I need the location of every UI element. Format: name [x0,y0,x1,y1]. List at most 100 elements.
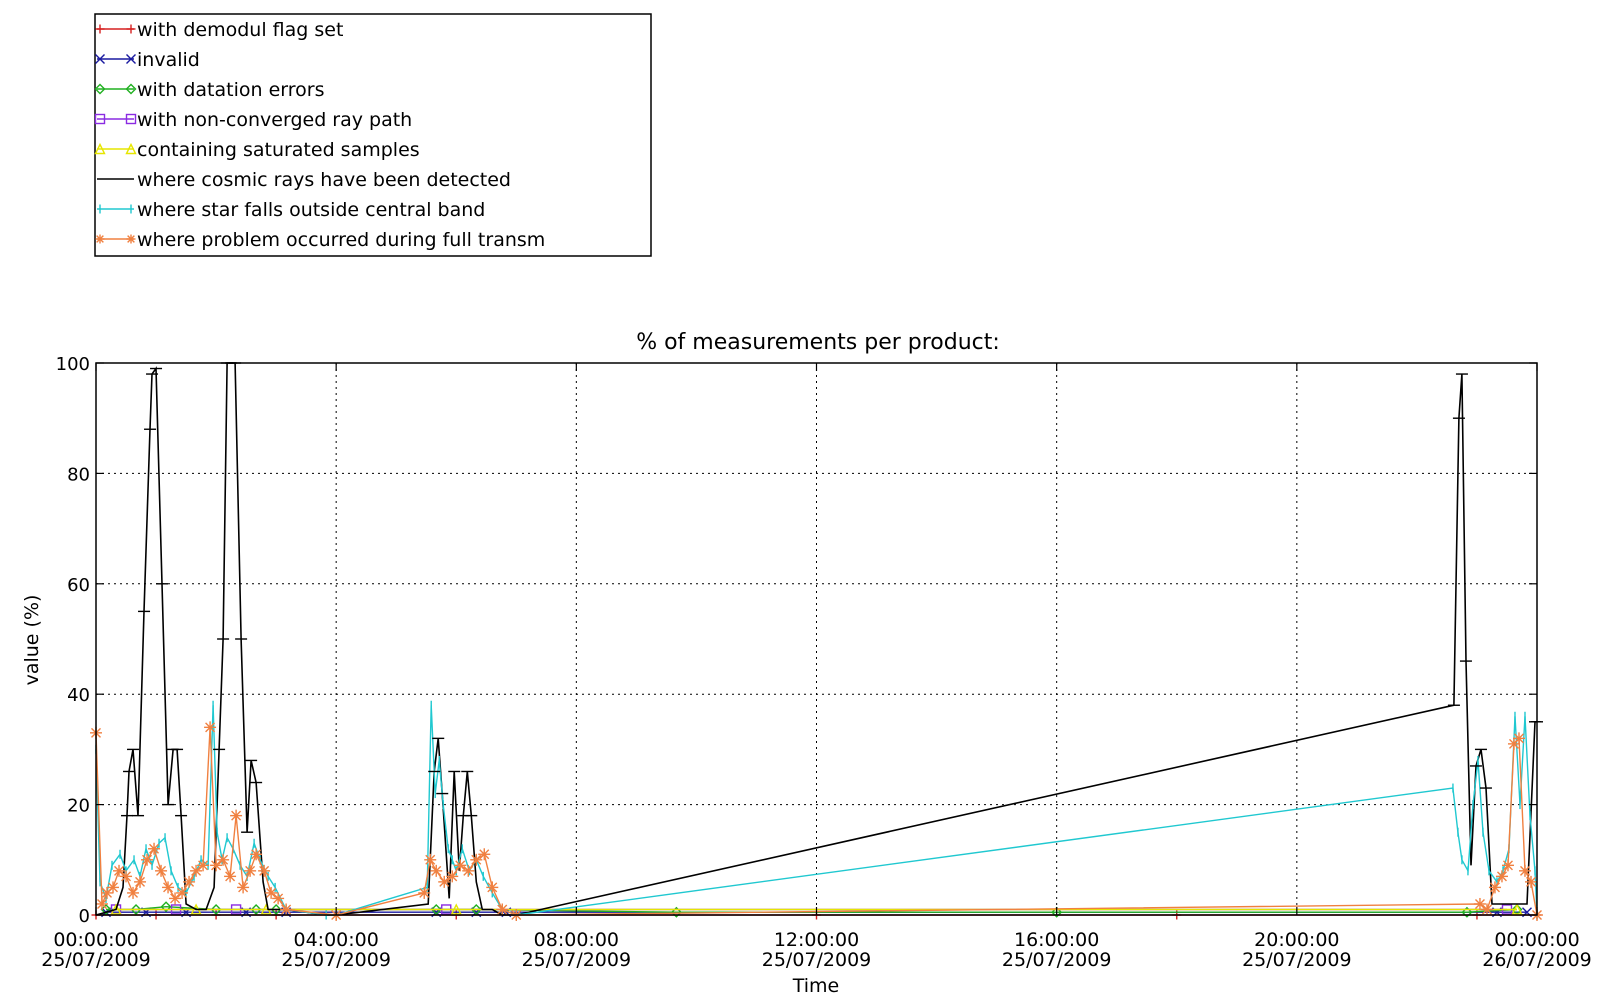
data-point [1461,906,1473,918]
data-point [265,886,278,899]
marker-stroke [487,882,498,893]
marker-shape [250,903,262,915]
marker-stroke [1481,904,1492,915]
data-point [1051,906,1063,918]
marker-shape [94,113,106,125]
data-point [1495,870,1508,883]
x-tick-label-time: 20:00:00 [1254,929,1339,951]
legend-item: where cosmic rays have been detected [97,169,511,191]
marker-stroke [259,865,270,876]
data-point [217,853,230,866]
marker-stroke [273,893,284,904]
marker-stroke [225,871,236,882]
marker-stroke [191,865,202,876]
marker-shape [94,142,106,155]
marker-stroke [177,887,188,898]
data-point [470,853,483,866]
marker-shape [1511,903,1523,915]
data-point [148,842,161,855]
marker-stroke [455,860,466,871]
data-point [470,903,482,915]
legend-label: containing saturated samples [137,139,420,161]
data-point [155,864,168,877]
data-point [280,903,293,916]
series-6 [95,362,1537,916]
data-point [424,853,437,866]
legend-item: with demodul flag set [95,19,343,41]
marker-stroke [96,235,104,243]
data-point [1524,875,1537,888]
x-tick-label-date: 25/07/2009 [281,949,391,971]
marker-stroke [205,722,216,733]
legend-label: with datation errors [137,79,324,101]
marker-stroke [170,893,181,904]
y-tick-label: 80 [67,464,90,485]
data-point [418,886,431,899]
data-point [210,859,223,872]
marker-shape [430,903,442,915]
marker-stroke [1519,865,1530,876]
marker-shape [1461,906,1473,918]
data-point [183,875,196,888]
marker-stroke [163,882,174,893]
data-point [113,864,126,877]
data-point [1501,859,1514,872]
data-point [120,870,133,883]
data-point [190,864,203,877]
marker-shape [450,903,462,915]
data-point [462,864,475,877]
marker-stroke [142,854,153,865]
marker-shape [470,903,482,915]
marker-stroke [1513,733,1524,744]
marker-stroke [95,54,105,64]
x-tick-label-time: 16:00:00 [1014,929,1099,951]
data-point [176,886,189,899]
data-point [126,24,136,34]
marker-stroke [479,849,490,860]
marker-stroke [97,898,107,909]
data-point [130,903,142,915]
marker-stroke [471,854,482,865]
data-point [430,864,443,877]
data-point [134,875,147,888]
marker-stroke [127,235,135,243]
marker-stroke [497,904,508,915]
marker-shape [1051,906,1063,918]
legend-label: where star falls outside central band [137,199,485,221]
data-point [126,234,136,244]
marker-shape [125,142,137,155]
legend-item: containing saturated samples [94,139,420,161]
marker-stroke [463,865,474,876]
data-point [486,881,499,894]
data-point [454,859,467,872]
data-point [272,892,285,905]
y-tick-label: 100 [56,354,90,375]
marker-shape [670,906,682,918]
marker-shape [270,903,282,915]
data-point [126,54,136,64]
marker-stroke [128,887,139,898]
marker-stroke [245,865,256,876]
data-point [125,142,137,155]
legend-frame [94,13,652,257]
y-tick-label: 60 [67,575,90,596]
data-point [95,234,105,244]
marker-stroke [135,876,146,887]
cosmic-caps [121,362,1543,833]
data-point [446,870,459,883]
marker-shape [160,901,172,913]
data-point [237,881,250,894]
legend-item: where star falls outside central band [97,199,485,221]
data-point [94,113,106,125]
marker-shape [94,83,106,95]
data-point [95,24,105,34]
marker-stroke [251,849,262,860]
grid [96,363,1537,915]
legend-label: with non-converged ray path [137,109,412,131]
y-axis-label: value (%) [21,595,43,686]
marker-shape [125,113,137,125]
data-point [107,881,120,894]
marker-stroke [198,860,209,871]
marker-stroke [447,871,458,882]
